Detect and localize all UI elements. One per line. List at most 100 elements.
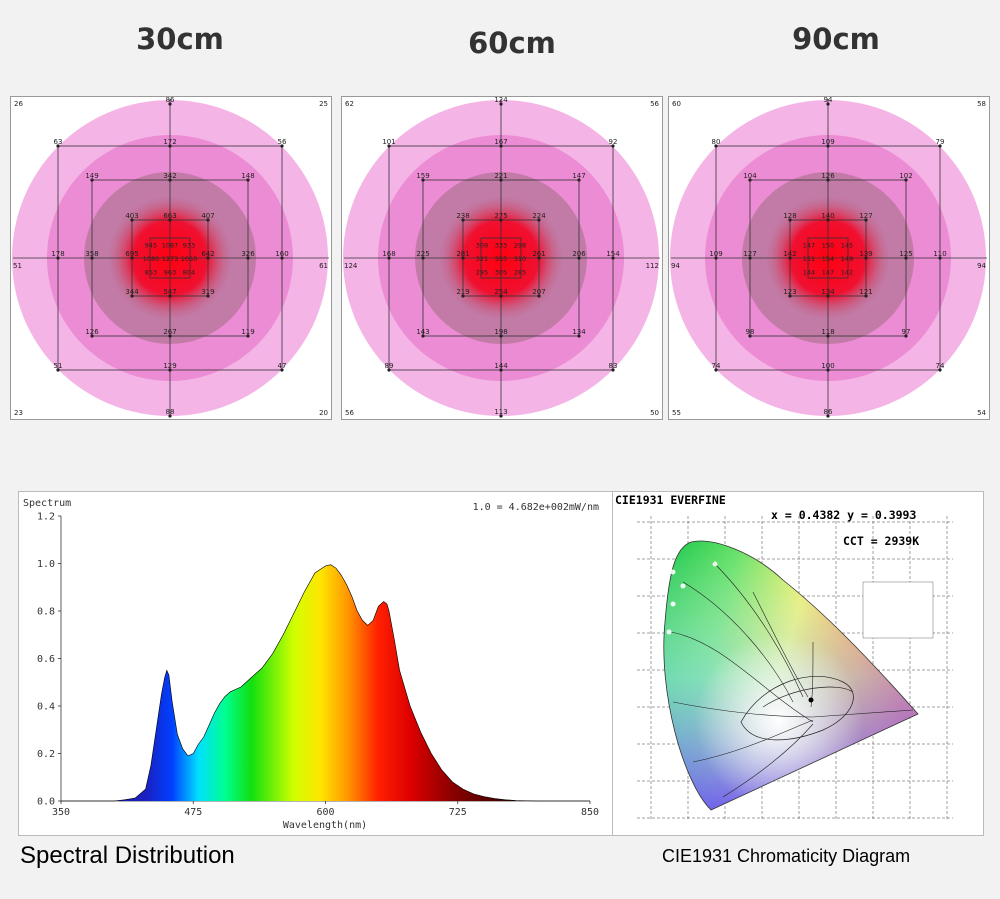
spectrum-y-tick: 0.0	[37, 797, 55, 808]
ppfd-value-core: 150	[822, 242, 834, 250]
spectrum-scale-note: 1.0 = 4.682e+002mW/nm	[473, 502, 599, 513]
ppfd-value-core: 144	[803, 268, 815, 276]
ppfd-value-corner-tl: 26	[14, 100, 23, 108]
ppfd-value-ring2-left: 127	[743, 250, 756, 258]
ppfd-map-90cm: 80 109 79 109 110 74 100 74 104 126 102 127 125 98 118…	[668, 96, 990, 420]
ppfd-value-ring3-left: 178	[51, 250, 64, 258]
ppfd-value-ring1-tl: 238	[456, 212, 469, 220]
ppfd-value-core: 147	[803, 242, 815, 250]
ppfd-value-ring1-left: 281	[456, 250, 469, 258]
spectrum-y-tick: 0.2	[37, 749, 55, 760]
ppfd-value-core: 321	[476, 255, 488, 263]
ppfd-value-ring3-tr: 56	[278, 138, 287, 146]
ppfd-value-edge-left: 124	[344, 262, 358, 270]
ppfd-svg: 63 172 56 178 160 51 129 47 149 342 148 358 326 126 26…	[12, 97, 329, 418]
measured-point	[808, 697, 814, 703]
ppfd-value-ring1-bottom: 254	[494, 288, 508, 296]
ppfd-value-core: 963	[164, 268, 176, 276]
ppfd-value-ring1-top: 140	[821, 212, 834, 220]
ppfd-value-core: 154	[822, 255, 834, 263]
ppfd-value-ring2-bottom: 267	[163, 328, 176, 336]
spectrum-line	[61, 564, 590, 802]
ppfd-value-corner-br: 54	[977, 409, 986, 417]
spectrum-x-tick: 600	[316, 807, 334, 818]
ppfd-value-edge-right: 94	[977, 262, 986, 270]
ppfd-title-30cm: 30cm	[136, 22, 224, 56]
ppfd-value-ring2-top: 221	[494, 172, 507, 180]
ppfd-value-ring2-bl: 143	[416, 328, 429, 336]
ppfd-value-ring2-br: 134	[572, 328, 586, 336]
ppfd-value-core: 804	[183, 268, 195, 276]
ppfd-value-ring1-bl: 123	[783, 288, 796, 296]
ppfd-value-edge-top: 86	[166, 97, 175, 104]
ppfd-value-ring2-tr: 102	[899, 172, 912, 180]
ppfd-value-core: 151	[803, 255, 815, 263]
ppfd-value-core: 945	[145, 242, 157, 250]
ppfd-value-ring1-left: 695	[125, 250, 138, 258]
ppfd-value-ring2-left: 358	[85, 250, 98, 258]
spectrum-x-tick: 725	[449, 807, 467, 818]
ppfd-value-corner-bl: 23	[14, 409, 23, 417]
spectrum-x-tick: 850	[581, 807, 599, 818]
ppfd-value-ring1-bl: 219	[456, 288, 469, 296]
ppfd-value-core: 933	[183, 242, 195, 250]
ppfd-svg: 80 109 79 109 110 74 100 74 104 126 102 127 125 98 118…	[670, 97, 987, 418]
spectrum-title: Spectrum	[23, 498, 71, 509]
ppfd-value-edge-left: 51	[13, 262, 22, 270]
ppfd-value-ring2-tr: 147	[572, 172, 585, 180]
spectrum-y-tick: 1.0	[37, 559, 55, 570]
ppfd-value-ring3-bl: 74	[712, 362, 721, 370]
ppfd-value-core: 1087	[162, 242, 179, 250]
spectrum-area	[61, 564, 590, 801]
ppfd-value-ring1-tr: 224	[532, 212, 546, 220]
cie-caption: CIE1931 Chromaticity Diagram	[662, 846, 911, 866]
ppfd-value-ring3-tr: 79	[936, 138, 945, 146]
spectrum-y-tick: 1.2	[37, 512, 55, 523]
ppfd-map-60cm: 101 167 92 168 154 89 144 83 159 221 147 225 206 143 1…	[341, 96, 663, 420]
ppfd-value-ring3-bl: 51	[54, 362, 63, 370]
ppfd-value-ring1-top: 275	[494, 212, 507, 220]
spectrum-x-label: Wavelength(nm)	[283, 820, 367, 831]
ppfd-value-ring1-tl: 403	[125, 212, 138, 220]
ppfd-value-corner-tr: 25	[319, 100, 328, 108]
ppfd-value-ring1-bottom: 547	[163, 288, 176, 296]
cie-title: CIE1931 EVERFINE	[615, 493, 726, 507]
ppfd-value-core: 149	[841, 255, 853, 263]
ppfd-value-ring1-left: 142	[783, 250, 796, 258]
ppfd-value-ring3-top: 172	[163, 138, 176, 146]
ppfd-value-edge-top: 124	[494, 97, 508, 104]
ppfd-value-ring2-br: 119	[241, 328, 254, 336]
ppfd-value-core: 298	[514, 242, 526, 250]
ppfd-value-core: 1273	[162, 255, 179, 263]
ppfd-value-ring2-tl: 149	[85, 172, 98, 180]
ppfd-value-ring3-bottom: 129	[163, 362, 176, 370]
ppfd-value-core: 305	[495, 268, 507, 276]
ppfd-value-ring2-right: 125	[899, 250, 912, 258]
ppfd-svg: 101 167 92 168 154 89 144 83 159 221 147 225 206 143 1…	[343, 97, 660, 418]
ppfd-value-ring2-bl: 98	[746, 328, 755, 336]
ppfd-value-ring1-top: 663	[163, 212, 176, 220]
ppfd-value-ring2-bl: 126	[85, 328, 99, 336]
spectrum-x-tick: 475	[184, 807, 202, 818]
ppfd-value-edge-bottom: 113	[494, 408, 507, 416]
ppfd-value-ring3-br: 47	[278, 362, 287, 370]
ppfd-value-ring1-right: 139	[859, 250, 872, 258]
ppfd-value-edge-top: 94	[824, 97, 833, 104]
spectrum-y-tick: 0.6	[37, 654, 55, 665]
ppfd-value-ring2-tl: 104	[743, 172, 757, 180]
ppfd-value-corner-br: 50	[650, 409, 659, 417]
ppfd-value-ring1-tl: 128	[783, 212, 796, 220]
ppfd-value-corner-bl: 55	[672, 409, 681, 417]
ppfd-value-core: 142	[841, 268, 853, 276]
ppfd-value-ring3-bl: 89	[385, 362, 394, 370]
ppfd-value-ring1-tr: 127	[859, 212, 872, 220]
spectrum-chart: 0.0 0.2 0.4 0.6 0.8 1.0 1.2 350 475 600 725 850 Spe…	[18, 491, 616, 836]
ppfd-value-ring3-br: 83	[609, 362, 618, 370]
cie-gamut	[663, 541, 918, 810]
ppfd-value-ring3-right: 110	[933, 250, 946, 258]
ppfd-value-ring3-right: 154	[606, 250, 620, 258]
ppfd-value-ring1-br: 319	[201, 288, 214, 296]
ppfd-value-ring1-bl: 344	[125, 288, 139, 296]
ppfd-value-ring2-tr: 148	[241, 172, 254, 180]
ppfd-value-ring1-bottom: 134	[821, 288, 835, 296]
